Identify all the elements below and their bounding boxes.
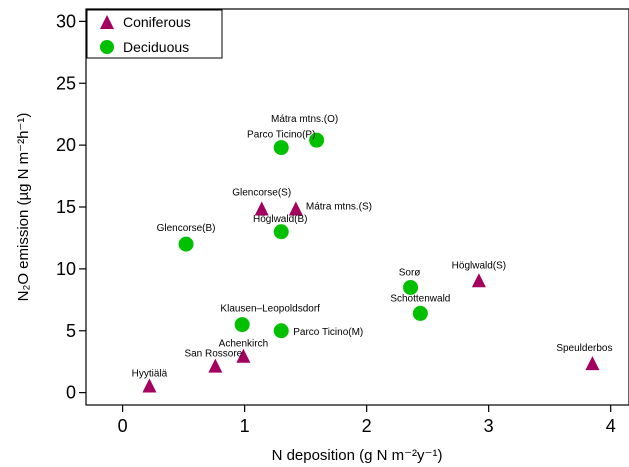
y-tick-label: 5	[66, 321, 76, 341]
x-tick-label: 3	[484, 416, 494, 436]
point-sor	[403, 279, 419, 295]
x-axis-title: N deposition (g N m⁻²y⁻¹)	[272, 447, 443, 464]
label-achenkirch: Achenkirch	[219, 339, 268, 350]
legend: Coniferous Deciduous	[86, 9, 223, 59]
point-achenkirch	[236, 348, 251, 363]
point-schottenwald	[412, 305, 428, 321]
legend-marker-coniferous	[100, 15, 114, 29]
x-axis: 0 1 2 3 4	[118, 405, 616, 436]
x-tick-label: 2	[362, 416, 372, 436]
point-matra-mtns-o	[309, 132, 325, 148]
y-axis: 0 5 10 15 20 25 30	[56, 11, 86, 403]
label-glencorse-b: Glencorse(B)	[157, 223, 216, 234]
point-san-rossore	[208, 358, 223, 373]
point-hoglwald-b	[273, 224, 289, 240]
x-tick-label: 4	[606, 416, 616, 436]
point-parco-ticino-p	[273, 140, 289, 156]
point-klausen-leopoldsdorf	[234, 317, 250, 333]
x-tick-label: 1	[240, 416, 250, 436]
legend-box	[86, 9, 223, 59]
label-parco-ticino-m: Parco Ticino(M)	[293, 327, 363, 338]
y-tick-label: 30	[56, 11, 76, 31]
data-points	[142, 132, 600, 393]
point-hyytiala	[142, 378, 157, 393]
point-parco-ticino-m	[273, 323, 289, 339]
point-glencorse-s	[254, 201, 269, 216]
x-tick-label: 0	[118, 416, 128, 436]
label-sor: Sorø	[399, 267, 421, 278]
y-tick-label: 0	[66, 383, 76, 403]
label-matra-mtns-s: Mátra mtns.(S)	[306, 201, 372, 212]
label-san-rossore: San Rossore	[184, 349, 242, 360]
label-matra-mtns-o: Mátra mtns.(O)	[271, 114, 338, 125]
label-hyytiala: Hyytiälä	[132, 368, 168, 379]
label-glencorse-s: Glencorse(S)	[232, 187, 291, 198]
label-parco-ticino-p: Parco Ticino(P)	[247, 130, 315, 141]
point-matra-mtns-s	[288, 201, 303, 216]
point-speulderbos	[585, 356, 600, 371]
label-schottenwald: Schottenwald	[390, 293, 450, 304]
legend-label-coniferous: Coniferous	[123, 14, 191, 30]
label-hoglwald-s: Höglwald(S)	[452, 260, 506, 271]
y-tick-label: 15	[56, 197, 76, 217]
y-axis-title: N₂O emission (µg N m⁻²h⁻¹)	[15, 113, 32, 302]
label-hoglwald-b: Höglwald(B)	[253, 214, 307, 225]
y-tick-label: 25	[56, 73, 76, 93]
point-hoglwald-s	[471, 273, 486, 288]
y-tick-label: 20	[56, 135, 76, 155]
y-tick-label: 10	[56, 259, 76, 279]
label-speulderbos: Speulderbos	[556, 343, 612, 354]
point-glencorse-b	[178, 236, 194, 252]
legend-label-deciduous: Deciduous	[123, 39, 189, 55]
legend-marker-deciduous	[100, 40, 114, 54]
label-klausen-leopoldsdorf: Klausen–Leopoldsdorf	[220, 304, 320, 315]
